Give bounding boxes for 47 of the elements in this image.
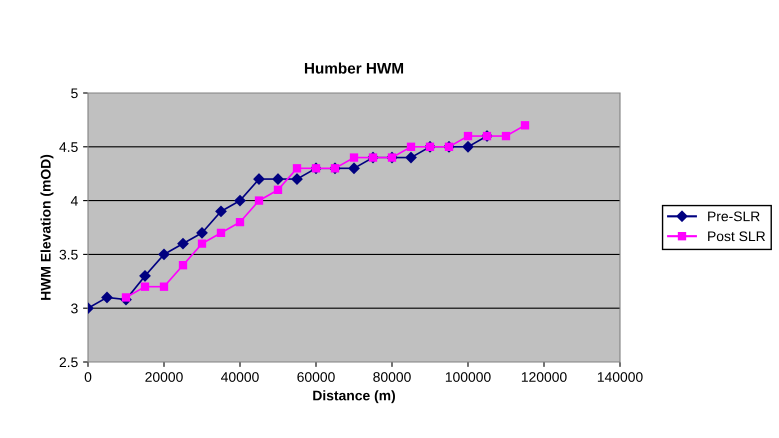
x-axis-title: Distance (m) [313,390,395,404]
y-axis-title: HWM Elevation (mOD) [40,154,54,300]
point [160,282,168,291]
point [291,173,303,185]
legend-label: Post SLR [708,231,766,242]
x-tick-label: 60000 [297,372,335,382]
x-tick-label: 40000 [221,372,259,382]
point [462,141,474,152]
x-tick-label: 100000 [446,372,491,382]
point [274,186,282,194]
point [215,206,227,217]
point [177,238,189,250]
point [405,152,417,164]
y-tick-label: 4 [70,196,78,206]
point [122,293,130,302]
chart-title: Humber HWM [304,62,404,74]
x-tick-label: 140000 [598,372,643,382]
point [101,292,113,304]
point [198,239,206,248]
legend-label: Pre-SLR [708,211,760,222]
point [292,164,302,172]
point [196,227,208,238]
point [254,196,264,205]
point [520,121,530,130]
x-tick-label: 20000 [145,372,183,382]
point [272,173,284,185]
x-tick-label: 120000 [522,372,567,382]
point [140,282,150,291]
point [178,260,188,270]
point [253,173,265,185]
point [236,218,244,226]
y-tick-label: 3.5 [60,250,78,260]
point [464,132,472,140]
point [350,153,358,162]
x-tick-label: 0 [84,372,92,382]
point [158,248,170,260]
point [348,162,360,174]
point [234,194,246,206]
point [406,142,416,151]
y-tick-label: 3 [71,304,78,314]
y-tick-label: 5 [71,88,78,98]
x-tick-label: 80000 [373,372,411,382]
y-tick-label: 4.5 [59,142,78,152]
point [502,132,510,140]
y-tick-label: 2.5 [60,357,78,368]
point [216,228,226,238]
point [139,270,151,282]
